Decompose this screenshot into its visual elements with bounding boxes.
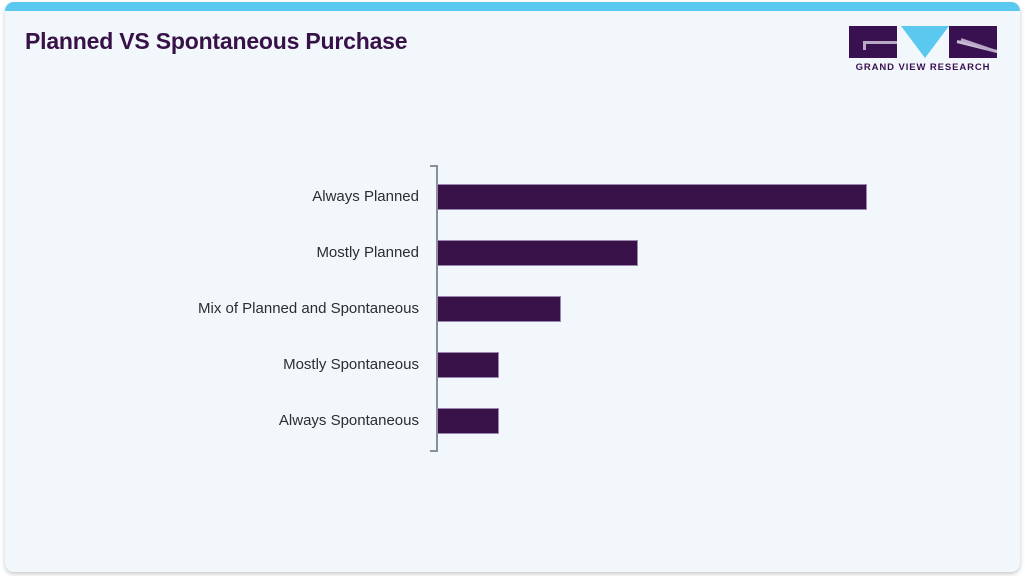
bar-category-label: Mostly Spontaneous <box>283 356 419 373</box>
y-axis-top-cap <box>430 165 438 167</box>
bar-category-label: Always Planned <box>312 188 419 205</box>
bar-category-label: Always Spontaneous <box>278 412 419 429</box>
bar-row: Mostly Planned <box>5 240 1020 266</box>
bar-chart-plot: Always Planned Mostly Planned Mix of Pla… <box>5 2 1020 572</box>
bar-category-label: Mix of Planned and Spontaneous <box>198 300 419 317</box>
bar-value[interactable] <box>437 184 867 210</box>
bar-value[interactable] <box>437 240 638 266</box>
bar-value[interactable] <box>437 296 561 322</box>
bar-value[interactable] <box>437 408 499 434</box>
bar-category-label: Mostly Planned <box>316 244 419 261</box>
logo-marks <box>849 26 997 58</box>
bar-row: Mix of Planned and Spontaneous <box>5 296 1020 322</box>
logo-wordmark: GRAND VIEW RESEARCH <box>855 62 991 73</box>
bar-value[interactable] <box>437 352 499 378</box>
bar-row: Always Spontaneous <box>5 408 1020 434</box>
bar-row: Always Planned <box>5 184 1020 210</box>
logo-g-icon <box>849 26 897 58</box>
logo-v-triangle-icon <box>901 26 949 58</box>
brand-logo: GRAND VIEW RESEARCH <box>849 26 997 78</box>
top-accent-bar <box>5 2 1020 11</box>
logo-r-icon <box>949 26 997 58</box>
y-axis-bottom-cap <box>430 450 438 452</box>
page-title: Planned VS Spontaneous Purchase <box>25 28 408 54</box>
bar-row: Mostly Spontaneous <box>5 352 1020 378</box>
slide-card: Planned VS Spontaneous Purchase GRAND VI… <box>5 2 1020 572</box>
